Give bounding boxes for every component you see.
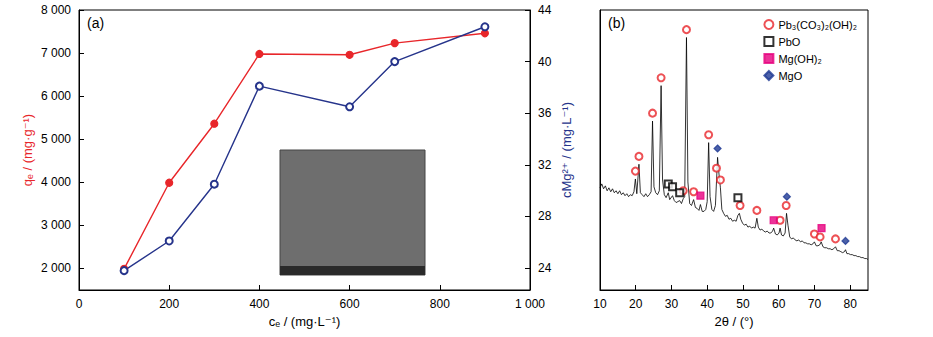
svg-text:600: 600 (340, 297, 360, 311)
svg-text:36: 36 (538, 106, 552, 120)
svg-text:40: 40 (538, 55, 552, 69)
svg-text:70: 70 (808, 297, 822, 311)
svg-text:3 000: 3 000 (41, 218, 71, 232)
svg-text:800: 800 (430, 297, 450, 311)
svg-text:400: 400 (249, 297, 269, 311)
svg-text:30: 30 (665, 297, 679, 311)
svg-text:Pb₃(CO₃)₂(OH)₂: Pb₃(CO₃)₂(OH)₂ (778, 19, 857, 31)
svg-text:200: 200 (159, 297, 179, 311)
svg-text:PbO: PbO (778, 36, 800, 48)
svg-text:28: 28 (538, 209, 552, 223)
svg-text:2θ / (°): 2θ / (°) (714, 314, 753, 329)
svg-text:0: 0 (76, 297, 83, 311)
svg-text:MgO: MgO (778, 70, 802, 82)
svg-text:Mg(OH)₂: Mg(OH)₂ (778, 53, 821, 65)
svg-text:24: 24 (538, 261, 552, 275)
svg-text:40: 40 (701, 297, 715, 311)
svg-text:8 000: 8 000 (41, 3, 71, 17)
svg-text:44: 44 (538, 3, 552, 17)
svg-text:cₑ / (mg·L⁻¹): cₑ / (mg·L⁻¹) (269, 314, 341, 329)
svg-text:6 000: 6 000 (41, 89, 71, 103)
svg-text:10: 10 (593, 297, 607, 311)
svg-text:20: 20 (629, 297, 643, 311)
svg-text:5 000: 5 000 (41, 132, 71, 146)
svg-text:(a): (a) (87, 15, 104, 31)
svg-text:60: 60 (772, 297, 786, 311)
svg-text:1 000: 1 000 (515, 297, 545, 311)
svg-text:50: 50 (736, 297, 750, 311)
svg-text:7 000: 7 000 (41, 46, 71, 60)
svg-text:2 000: 2 000 (41, 261, 71, 275)
svg-text:4 000: 4 000 (41, 175, 71, 189)
svg-text:(b): (b) (608, 15, 625, 31)
svg-text:cMg²⁺ / (mg·L⁻¹): cMg²⁺ / (mg·L⁻¹) (559, 102, 574, 198)
svg-text:32: 32 (538, 158, 552, 172)
svg-text:qₑ / (mg·g⁻¹): qₑ / (mg·g⁻¹) (20, 114, 35, 186)
svg-text:80: 80 (843, 297, 857, 311)
